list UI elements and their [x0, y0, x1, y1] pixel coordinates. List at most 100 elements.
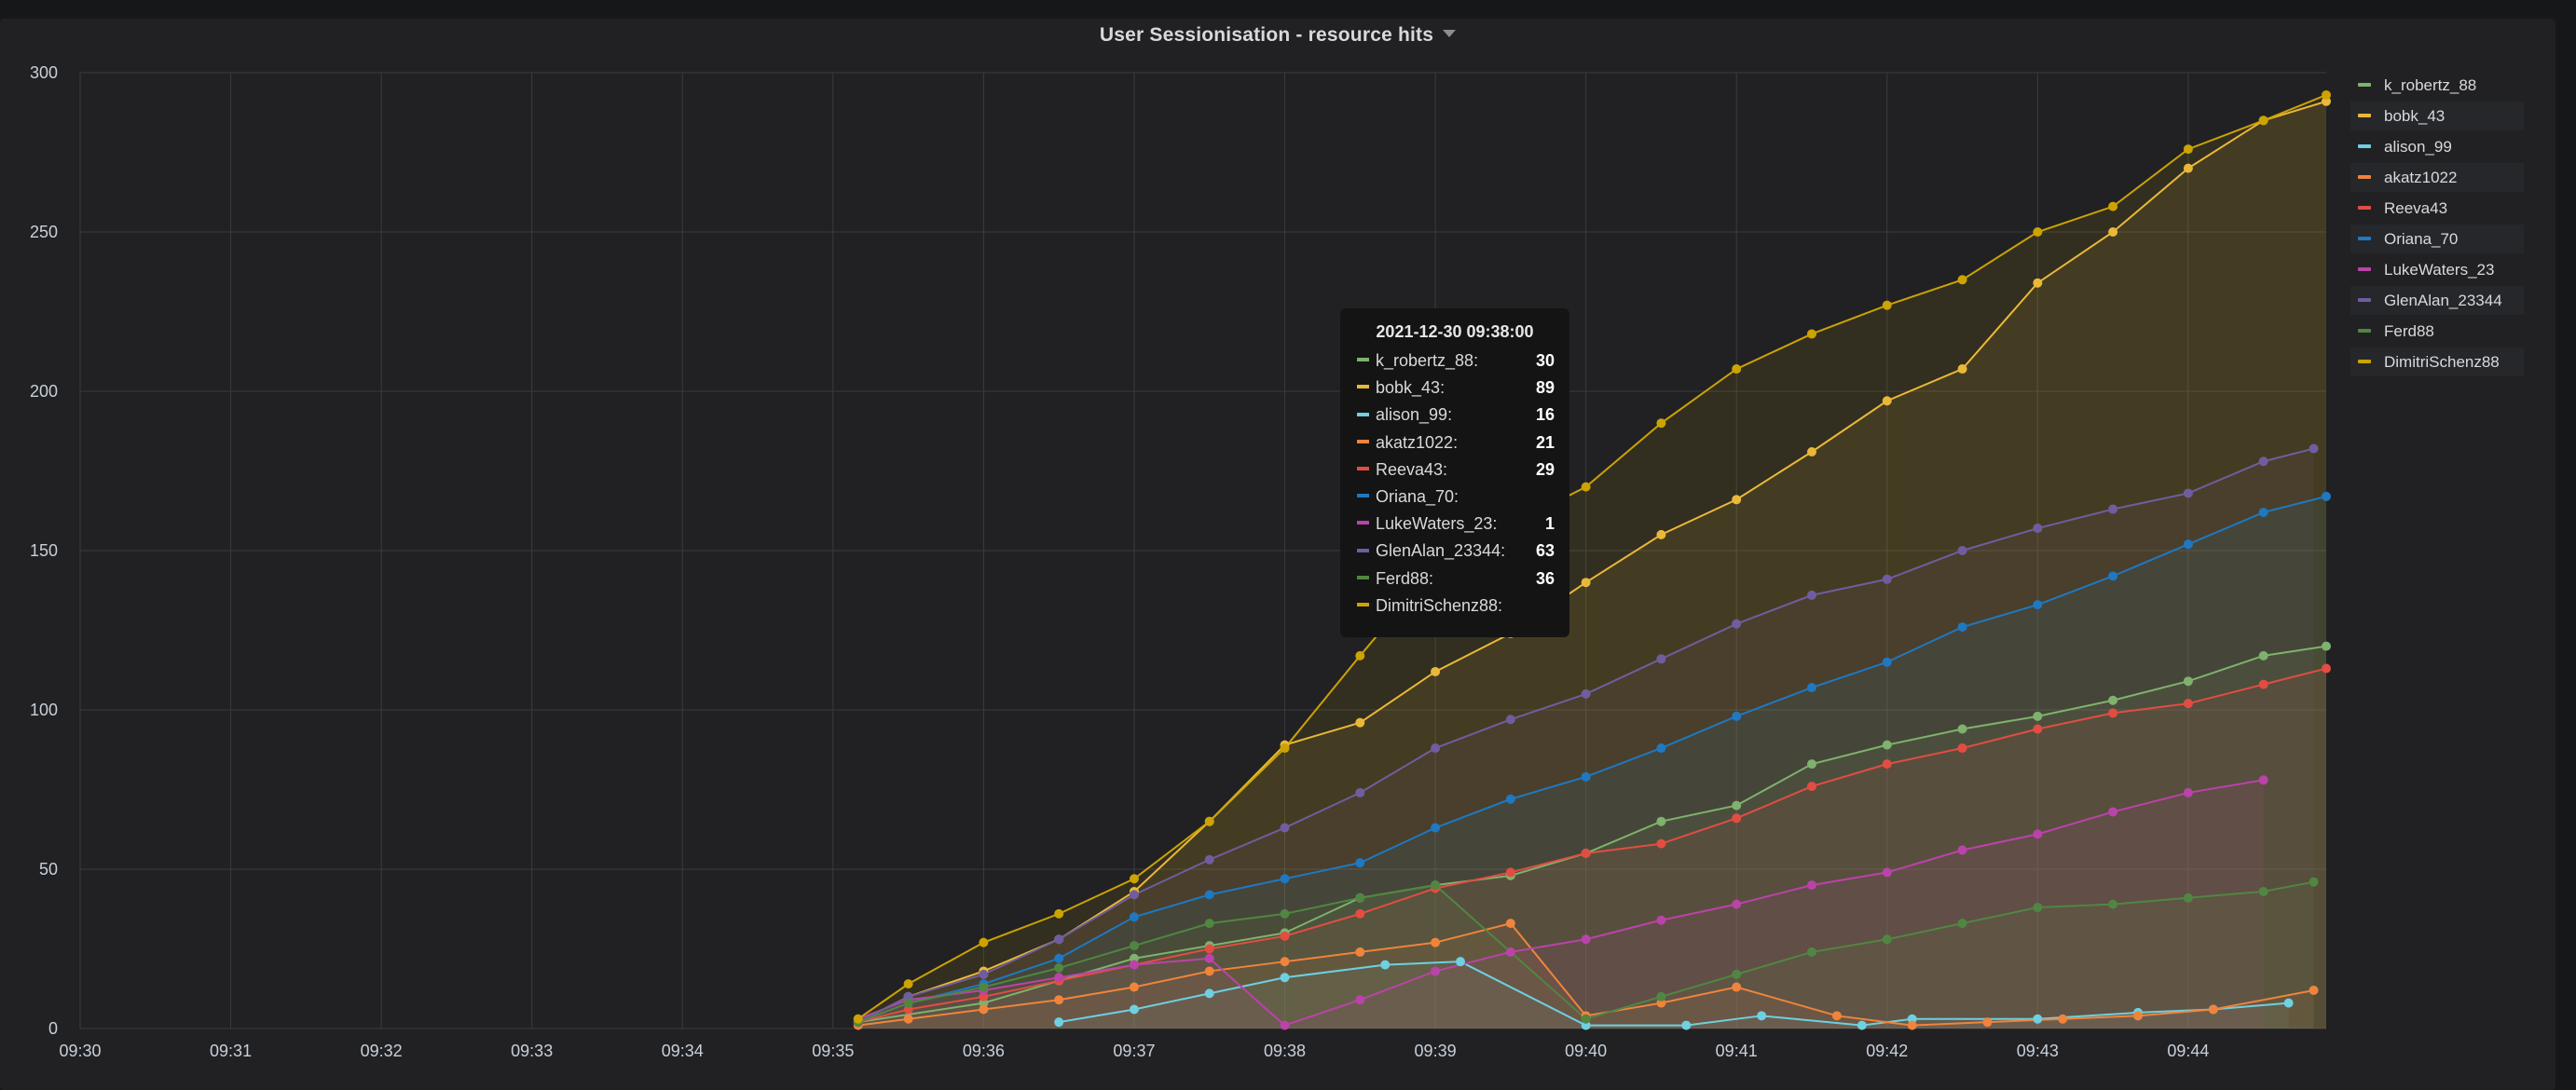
data-point [2183, 676, 2193, 687]
data-point [1355, 908, 1365, 919]
data-point [1581, 688, 1591, 699]
legend-label: alison_99 [2384, 138, 2452, 156]
data-point [2258, 116, 2268, 126]
data-point [1656, 998, 1666, 1008]
tooltip-swatch-icon [1357, 494, 1369, 498]
legend-label: Oriana_70 [2384, 230, 2459, 248]
series-points [853, 89, 2331, 1030]
tooltip-series-value: 29 [1535, 459, 1555, 479]
data-point [903, 1004, 913, 1015]
x-tick-label: 09:40 [1565, 1042, 1607, 1060]
legend-item[interactable]: LukeWaters_23 [2350, 255, 2524, 284]
tooltip-row: bobk_43: 89 [1340, 375, 1569, 402]
data-point [979, 991, 989, 1001]
tooltip-series-value: 1 [1544, 514, 1555, 534]
chevron-down-icon[interactable] [1443, 30, 1457, 38]
data-point [1505, 919, 1515, 929]
data-point [1431, 937, 1441, 947]
y-tick-label: 300 [30, 63, 58, 82]
data-point [1280, 874, 1290, 884]
data-point [1656, 838, 1666, 849]
data-point [979, 1004, 989, 1015]
data-point [853, 1014, 863, 1024]
data-point [1957, 743, 1967, 754]
tooltip-series-value: 21 [1535, 432, 1555, 452]
tooltip-time: 2021-12-30 09:38:00 [1376, 322, 1534, 341]
legend-swatch-icon [2358, 328, 2371, 333]
legend-item[interactable]: Ferd88 [2350, 317, 2524, 346]
legend-item[interactable]: alison_99 [2350, 132, 2524, 161]
series-fill [857, 646, 2327, 1029]
data-point [1129, 982, 1139, 992]
legend-item[interactable]: akatz1022 [2350, 163, 2524, 192]
data-point [2309, 443, 2319, 454]
data-point [1054, 973, 1064, 983]
data-point [1355, 995, 1365, 1005]
data-point [1054, 963, 1064, 974]
data-point [1204, 953, 1214, 963]
data-point [2258, 679, 2268, 689]
data-point [2309, 877, 2319, 887]
tooltip-swatch-icon [1357, 521, 1369, 525]
tooltip-row: DimitriSchenz88: [1340, 593, 1569, 620]
tooltip-row: alison_99: 16 [1340, 402, 1569, 429]
data-point [1280, 973, 1290, 983]
x-tick-label: 09:39 [1415, 1042, 1457, 1060]
legend-swatch-icon [2358, 205, 2371, 210]
data-point [1280, 908, 1290, 919]
data-point [1732, 619, 1742, 629]
data-point [1857, 1020, 1867, 1030]
data-point [2322, 89, 2331, 100]
legend-swatch-icon [2358, 82, 2371, 87]
data-point [903, 979, 913, 989]
data-point [1656, 418, 1666, 429]
data-point [2033, 903, 2043, 913]
data-point [2258, 886, 2268, 896]
x-tick-label: 09:37 [1113, 1042, 1155, 1060]
legend-item[interactable]: Oriana_70 [2350, 225, 2524, 253]
legend-label: k_robertz_88 [2384, 76, 2477, 94]
data-point [2322, 96, 2331, 106]
data-point [1957, 364, 1967, 375]
data-point [1806, 683, 1816, 693]
x-tick-label: 09:32 [361, 1042, 403, 1060]
data-point [1806, 329, 1816, 339]
panel-title[interactable]: User Sessionisation - resource hits [0, 24, 2555, 47]
data-point [1204, 944, 1214, 954]
data-point [1505, 947, 1515, 957]
data-point [1355, 858, 1365, 868]
legend-item[interactable]: DimitriSchenz88 [2350, 347, 2524, 376]
data-point [1957, 845, 1967, 855]
data-point [1054, 995, 1064, 1005]
data-point [1054, 908, 1064, 919]
tooltip-series-value: 63 [1535, 541, 1555, 561]
y-tick-label: 50 [39, 860, 58, 879]
tooltip-series-name: akatz1022: [1376, 432, 1459, 452]
legend-item[interactable]: GlenAlan_23344 [2350, 286, 2524, 315]
data-point [1882, 657, 1892, 667]
tooltip-series-name: k_robertz_88: [1376, 351, 1479, 370]
data-point [1355, 947, 1365, 957]
y-tick-label: 250 [30, 223, 58, 241]
data-point [2108, 695, 2118, 705]
data-point [1505, 867, 1515, 878]
data-point [979, 969, 989, 979]
data-point [1204, 919, 1214, 929]
legend-item[interactable]: bobk_43 [2350, 102, 2524, 130]
data-point [1656, 743, 1666, 754]
legend-swatch-icon [2358, 113, 2371, 117]
data-point [1355, 650, 1365, 661]
legend-item[interactable]: Reeva43 [2350, 194, 2524, 223]
data-point [1280, 823, 1290, 833]
tooltip-row: akatz1022: 21 [1340, 429, 1569, 456]
data-point [1431, 880, 1441, 891]
legend-item[interactable]: k_robertz_88 [2350, 71, 2524, 100]
data-point [1355, 787, 1365, 797]
panel-title-text[interactable]: User Sessionisation - resource hits [1099, 24, 1434, 46]
tooltip-series-value: 30 [1535, 351, 1555, 370]
data-point [2183, 892, 2193, 903]
x-tick-label: 09:38 [1264, 1042, 1306, 1060]
data-point [1882, 300, 1892, 310]
tooltip-swatch-icon [1357, 575, 1369, 579]
